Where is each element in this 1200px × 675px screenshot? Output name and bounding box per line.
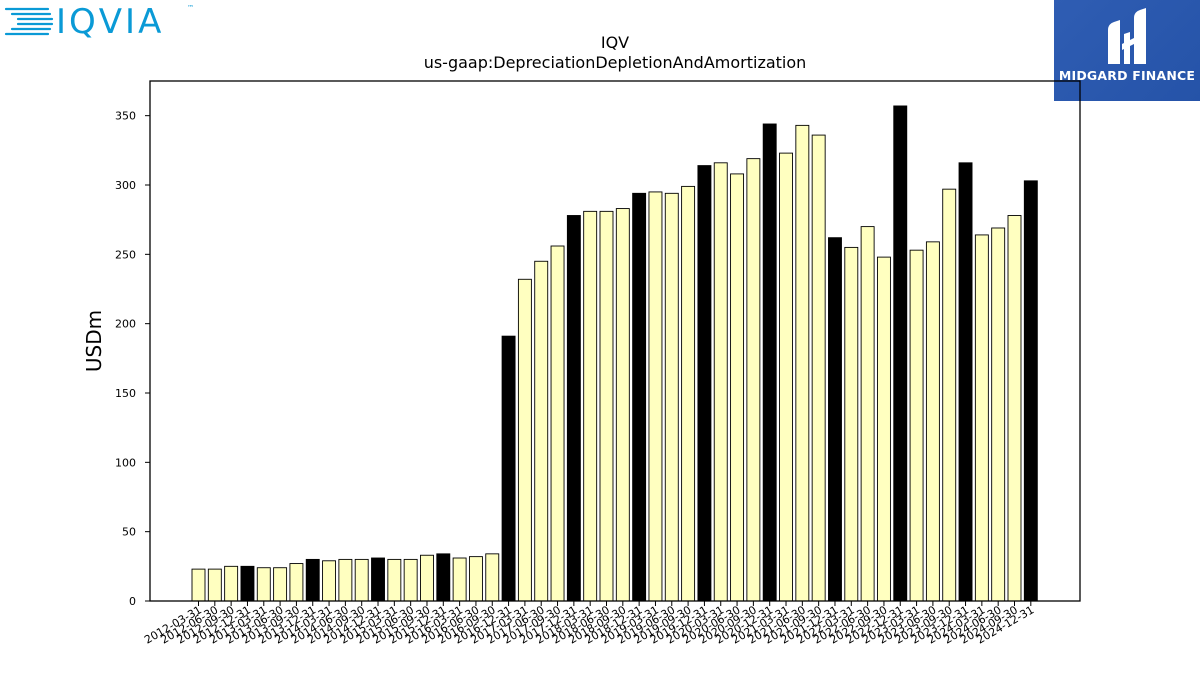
bar-2016-09-30: [485, 553, 500, 602]
bar-2013-09-30: [289, 563, 304, 602]
plot-frame: [149, 80, 1081, 602]
y-axis-label: USDm: [82, 310, 106, 372]
bar-2014-09-30: [354, 558, 369, 602]
bar-2017-12-31: [566, 215, 581, 602]
bar-2016-12-31: [501, 335, 516, 602]
bar-2012-06-30: [207, 568, 222, 602]
y-tick-label: 350: [115, 110, 136, 123]
bar-2021-03-31: [779, 152, 793, 602]
midgard-finance-logo: MIDGARD FINANCE: [1054, 0, 1200, 101]
y-axis: 0 50 100 150 200 250 300 350: [115, 110, 150, 608]
bar-2021-12-31: [828, 237, 842, 602]
chart-title: IQV: [601, 33, 629, 52]
x-axis: 2012-03-312012-06-302012-09-302012-12-31…: [142, 601, 1036, 647]
bar-2019-12-31: [697, 165, 712, 602]
y-tick-label: 300: [115, 179, 136, 192]
bar-2020-06-30: [730, 173, 745, 602]
bar-2015-09-30: [420, 554, 434, 602]
midgard-wordmark: MIDGARD FINANCE: [1058, 68, 1196, 83]
bar-2018-06-30: [599, 210, 614, 602]
y-tick-label: 250: [115, 248, 136, 261]
bar-2012-09-30: [224, 565, 239, 602]
bar-2013-03-31: [256, 567, 271, 602]
bar-2015-03-31: [387, 558, 402, 602]
bar-2016-06-30: [468, 556, 483, 602]
bar-2020-09-30: [746, 158, 761, 602]
bar-2022-09-30: [876, 256, 891, 602]
bar-2016-03-31: [452, 557, 467, 602]
bar-2023-12-31: [958, 162, 973, 602]
bar-2015-06-30: [403, 558, 418, 602]
bar-2018-09-30: [615, 208, 630, 602]
y-tick-label: 0: [129, 595, 136, 608]
bar-2021-09-30: [811, 134, 826, 602]
y-tick-label: 200: [115, 318, 136, 331]
bar-2015-12-31: [436, 553, 451, 602]
iqvia-wordmark: IQVIA: [56, 2, 164, 42]
bar-2023-09-30: [942, 188, 957, 602]
bar-2019-09-30: [681, 185, 696, 602]
bar-2013-06-30: [273, 567, 288, 602]
bar-2024-09-30: [1007, 215, 1022, 602]
bar-2023-03-31: [909, 249, 924, 602]
bar-2022-12-31: [893, 105, 908, 602]
bar-2017-06-30: [534, 260, 549, 602]
bar-2019-03-31: [648, 191, 663, 602]
y-tick-label: 50: [122, 526, 136, 539]
bar-2018-12-31: [632, 192, 647, 602]
bar-series: [191, 105, 1038, 602]
bar-2024-03-31: [974, 234, 989, 602]
y-tick-label: 150: [115, 387, 136, 400]
bar-2023-06-30: [925, 241, 940, 602]
bar-2021-06-30: [795, 124, 810, 602]
chart-subtitle: us-gaap:DepreciationDepletionAndAmortiza…: [424, 53, 807, 72]
iqvia-logo: IQVIA ™: [0, 0, 210, 44]
bar-2020-12-31: [762, 123, 777, 602]
bar-2012-12-31: [240, 565, 255, 602]
iqvia-lines-icon: [4, 7, 54, 36]
bar-2017-03-31: [517, 278, 532, 602]
bar-2022-06-30: [860, 226, 875, 602]
bar-2013-12-31: [305, 558, 320, 602]
bar-2018-03-31: [583, 210, 598, 602]
bar-2022-03-31: [844, 246, 859, 602]
bar-2024-12-31: [1023, 180, 1038, 602]
bar-2014-12-31: [371, 557, 385, 602]
bar-2017-09-30: [550, 245, 565, 602]
bar-2019-06-30: [664, 192, 679, 602]
bar-2024-06-30: [991, 227, 1006, 602]
bar-2020-03-31: [713, 162, 728, 602]
bar-2012-03-31: [191, 568, 206, 602]
iqvia-trademark: ™: [187, 4, 194, 12]
iqvia-logo-mark: IQVIA ™: [4, 2, 194, 42]
midgard-emblem-icon: [1108, 8, 1146, 64]
y-tick-label: 100: [115, 456, 136, 469]
bar-2014-03-31: [322, 560, 337, 602]
bar-2014-06-30: [338, 558, 353, 602]
